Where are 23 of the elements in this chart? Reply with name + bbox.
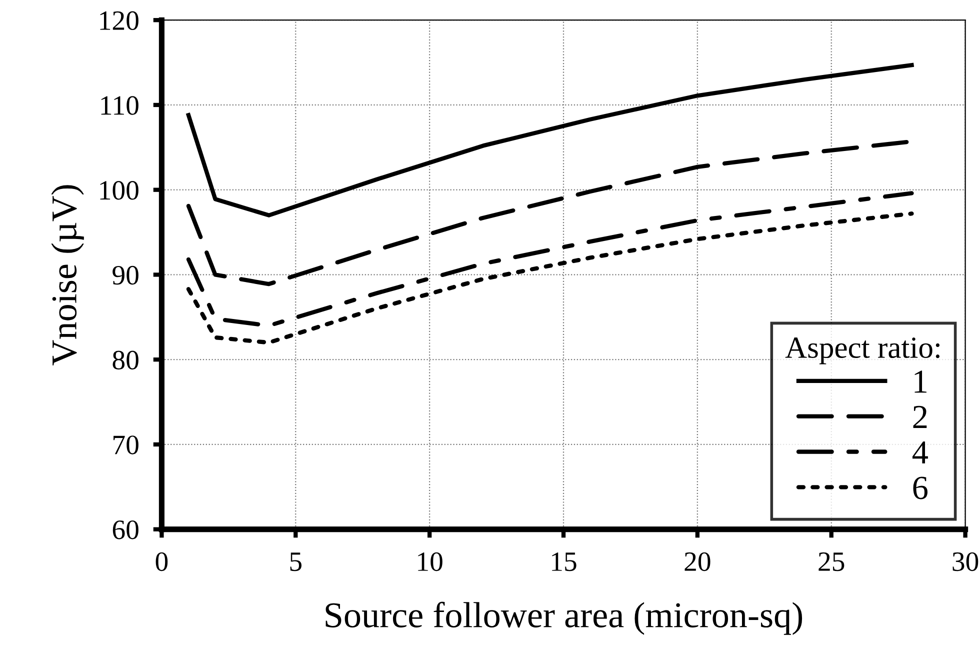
y-tick-label: 60 xyxy=(112,520,138,540)
y-tick-label: 110 xyxy=(101,96,138,115)
x-tick-label: 30 xyxy=(952,552,978,572)
y-tick-label: 80 xyxy=(112,350,138,370)
legend-label: 6 xyxy=(913,476,928,500)
y-tick-label: 90 xyxy=(112,266,138,285)
y-tick-label: 100 xyxy=(100,181,138,200)
x-tick-label: 25 xyxy=(818,552,844,572)
x-tick-label: 20 xyxy=(684,552,710,572)
legend-title: Aspect ratio: xyxy=(785,337,940,364)
legend-label: 4 xyxy=(912,441,928,464)
legend-label: 2 xyxy=(913,406,927,428)
line-series xyxy=(186,62,914,218)
x-axis-title: Source follower area (micron-sq) xyxy=(326,602,802,635)
y-tick-label: 120 xyxy=(100,11,138,30)
x-tick-label: 5 xyxy=(290,552,302,572)
line-series xyxy=(186,191,914,328)
x-tick-label: 10 xyxy=(418,552,442,572)
y-tick-label: 70 xyxy=(114,436,138,454)
y-axis-title: Vnoise (µV) xyxy=(51,185,84,366)
x-tick-label: 15 xyxy=(552,552,576,572)
x-tick-label: 0 xyxy=(156,552,168,572)
legend-label: 1 xyxy=(914,370,926,393)
